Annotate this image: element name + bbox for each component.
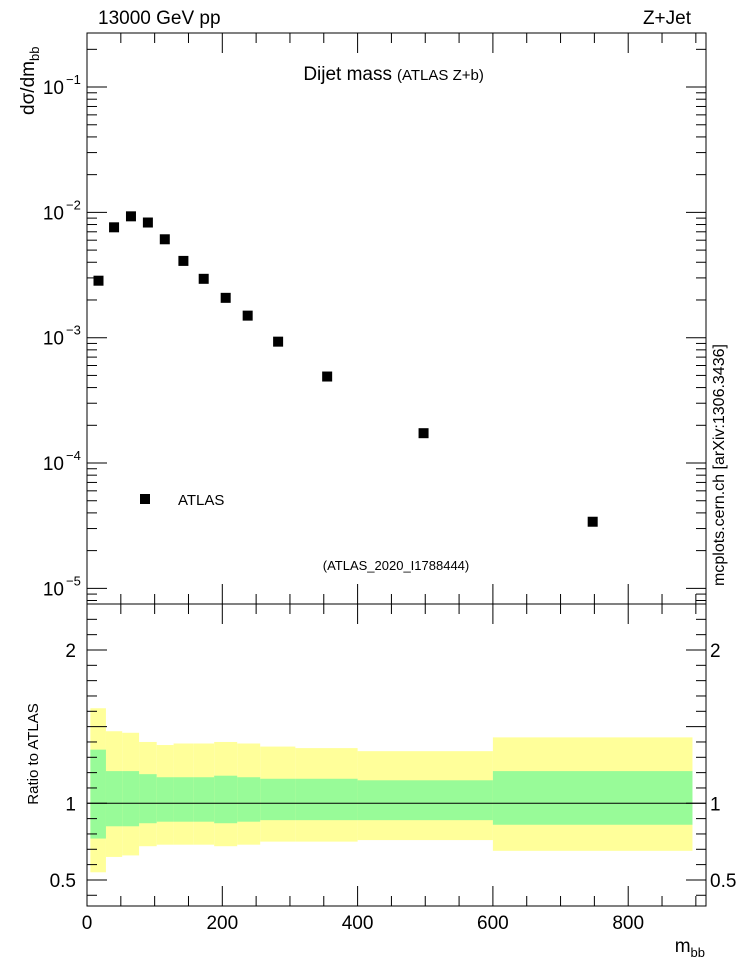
x-tick-label: 400 (342, 913, 374, 934)
ratio-y-tick-label-right: 2 (710, 641, 721, 662)
x-tick-label: 800 (612, 913, 644, 934)
top-y-tick-exponent: −2 (66, 197, 81, 212)
top-y-tick-exponent: −5 (66, 573, 81, 588)
x-axis-label: mbb (675, 936, 705, 960)
y-axis-label-main: dσ/dm (18, 61, 39, 115)
y-axis-label-top: dσ/dmbb (18, 47, 42, 115)
top-y-tick-exponent: −3 (66, 323, 81, 338)
inner-band-bin (193, 777, 215, 822)
ratio-axis-label: Ratio to ATLAS (25, 703, 42, 804)
header-right: Z+Jet (643, 8, 692, 29)
inner-band-bin (173, 777, 194, 822)
x-tick-label: 600 (477, 913, 509, 934)
data-point (242, 310, 253, 321)
top-y-tick-label: 10 (43, 454, 64, 475)
analysis-annotation: (ATLAS_2020_I1788444) (323, 558, 469, 573)
uncertainty-bands (90, 708, 693, 873)
data-point (418, 428, 429, 439)
data-point (93, 275, 104, 286)
bottom-axis-ticks: 0 200 400 600 800 0.5 0.5 1 1 2 2 (50, 604, 736, 934)
header-left: 13000 GeV pp (98, 8, 221, 29)
data-point (178, 255, 189, 266)
plot-title: Dijet mass (303, 64, 392, 85)
svg-text:dσ/dmbb: dσ/dmbb (18, 47, 42, 115)
inner-band-bin (90, 749, 106, 839)
data-markers (93, 211, 598, 527)
top-y-tick-mantissa: 10 (43, 454, 64, 475)
x-tick-label: 0 (82, 913, 93, 934)
side-label: mcplots.cern.ch [arXiv:1306.3436] (711, 344, 728, 586)
data-point (587, 516, 598, 527)
legend-label-atlas: ATLAS (178, 492, 224, 509)
inner-band-bin (295, 778, 358, 821)
data-point (159, 234, 170, 245)
top-y-tick-mantissa: 10 (43, 78, 64, 99)
x-tick-label: 200 (206, 913, 238, 934)
top-y-tick-label: 10 (43, 579, 64, 600)
data-point (198, 273, 209, 284)
inner-band-bin (260, 778, 296, 821)
data-point (273, 336, 284, 347)
inner-band-bin (139, 774, 157, 824)
ratio-y-tick-label-right: 1 (710, 794, 721, 815)
data-point (322, 371, 333, 382)
inner-band-bin (156, 777, 174, 822)
top-axis-ticks: 10−110−210−310−410−5 (43, 33, 706, 604)
legend-marker-atlas (140, 494, 150, 504)
data-point (142, 217, 153, 228)
data-point (125, 211, 136, 222)
ratio-y-tick-label: 2 (65, 641, 76, 662)
top-y-tick-mantissa: 10 (43, 329, 64, 350)
x-axis-label-main: m (675, 936, 691, 957)
plot-subtitle: (ATLAS Z+b) (397, 67, 484, 84)
inner-band-bin (492, 771, 693, 825)
top-frame (86, 32, 707, 605)
data-point (109, 222, 120, 233)
ratio-y-tick-label: 0.5 (50, 871, 76, 892)
top-y-tick-label: 10 (43, 78, 64, 99)
top-y-tick-mantissa: 10 (43, 203, 64, 224)
ratio-y-tick-label: 1 (65, 794, 76, 815)
ratio-y-tick-label-right: 0.5 (710, 871, 736, 892)
top-y-tick-exponent: −1 (66, 72, 81, 87)
top-y-tick-label: 10 (43, 329, 64, 350)
bottom-frame (86, 603, 707, 907)
top-y-tick-exponent: −4 (66, 448, 81, 463)
y-axis-label-sub: bb (27, 47, 42, 61)
data-point (220, 292, 231, 303)
top-y-tick-label: 10 (43, 203, 64, 224)
x-axis-label-sub: bb (691, 945, 705, 960)
inner-band-bin (105, 771, 123, 827)
main-plot-panel: Dijet mass (ATLAS Z+b) dσ/dmbb 10 −110 −21… (18, 32, 707, 605)
inner-band-bin (122, 771, 140, 827)
inner-band-bin (357, 780, 493, 821)
inner-band-bin (237, 777, 261, 822)
top-y-tick-mantissa: 10 (43, 579, 64, 600)
inner-band-bin (214, 775, 238, 824)
ratio-panel: 0 200 400 600 800 0.5 0.5 1 1 2 2 Ratio to ATLAS m… (25, 603, 736, 960)
